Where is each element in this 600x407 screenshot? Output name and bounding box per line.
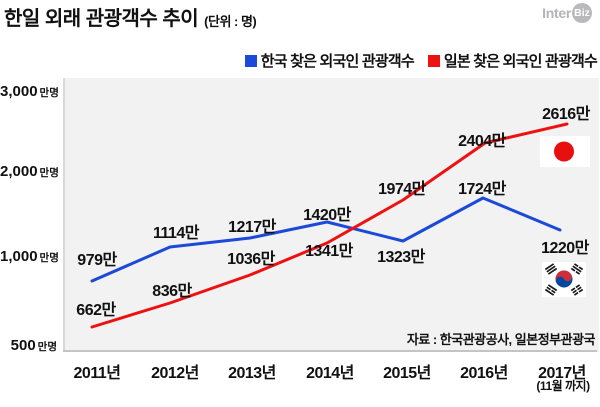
data-label: 1114만: [152, 225, 200, 242]
x-axis-label: 2014년: [306, 365, 354, 382]
data-label: 2404만: [458, 133, 506, 150]
unit-label: (단위 : 명): [204, 14, 257, 29]
japan-series-line: [90, 122, 569, 329]
data-label: 1724만: [458, 181, 506, 198]
data-label: 1974만: [378, 181, 426, 198]
japan-series-swatch-icon: [427, 54, 440, 67]
y-axis-unit: 만명: [39, 87, 59, 99]
data-label: 1220만: [541, 240, 589, 257]
data-label: 2616만: [542, 106, 590, 123]
y-axis-tick: 500 만명: [10, 337, 57, 354]
page-title: 한일 외래 관광객수 추이: [4, 8, 199, 30]
logo-circle-icon: Biz: [572, 3, 592, 23]
x-axis-line: [63, 350, 597, 352]
data-label: 1036만: [227, 251, 275, 268]
logo-text: Inter: [542, 5, 571, 21]
legend: 한국 찾은 외국인 관광객수 일본 찾은 외국인 관광객수: [244, 50, 598, 71]
korea-series-line: [90, 196, 562, 283]
legend-label-korea: 한국 찾은 외국인 관광객수: [260, 53, 415, 70]
data-label: 1341만: [305, 243, 353, 260]
data-label: 1420만: [303, 207, 351, 224]
data-label: 1323만: [377, 249, 425, 266]
legend-label-japan: 일본 찾은 외국인 관광객수: [443, 53, 598, 70]
y-axis-tick: 1,000 만명: [0, 248, 59, 265]
interbiz-logo: Inter Biz: [542, 3, 592, 23]
x-axis-label: 2016년: [460, 365, 508, 382]
x-axis-label: 2013년: [228, 365, 276, 382]
x-axis-label: 2012년: [151, 365, 199, 382]
x-axis-label: 2011년: [73, 365, 121, 382]
x-axis-label: 2017년: [538, 365, 586, 382]
data-label: 979만: [77, 252, 117, 269]
legend-item-korea: 한국 찾은 외국인 관광객수: [244, 50, 415, 71]
legend-item-japan: 일본 찾은 외국인 관광객수: [427, 50, 598, 71]
y-axis-unit: 만명: [39, 252, 59, 264]
x-axis-label: 2015년: [383, 365, 431, 382]
header: 한일 외래 관광객수 추이 (단위 : 명): [4, 2, 257, 31]
y-axis-unit: 만명: [37, 341, 57, 353]
data-label: 662만: [76, 302, 116, 319]
source-note: 자료 : 한국관광공사, 일본정부관광국: [406, 332, 596, 347]
y-axis-tick: 2,000 만명: [0, 163, 59, 180]
data-label: 1217만: [228, 219, 276, 236]
data-label: 836만: [152, 283, 192, 300]
y-axis-tick: 3,000 만명: [0, 83, 59, 100]
x-axis-note: (11월 까지): [536, 379, 590, 393]
japan-flag-icon: [540, 136, 590, 167]
korea-series-swatch-icon: [244, 54, 257, 67]
plot-area: [63, 78, 599, 352]
korea-flag-icon: [542, 262, 586, 297]
y-axis-unit: 만명: [39, 167, 59, 179]
